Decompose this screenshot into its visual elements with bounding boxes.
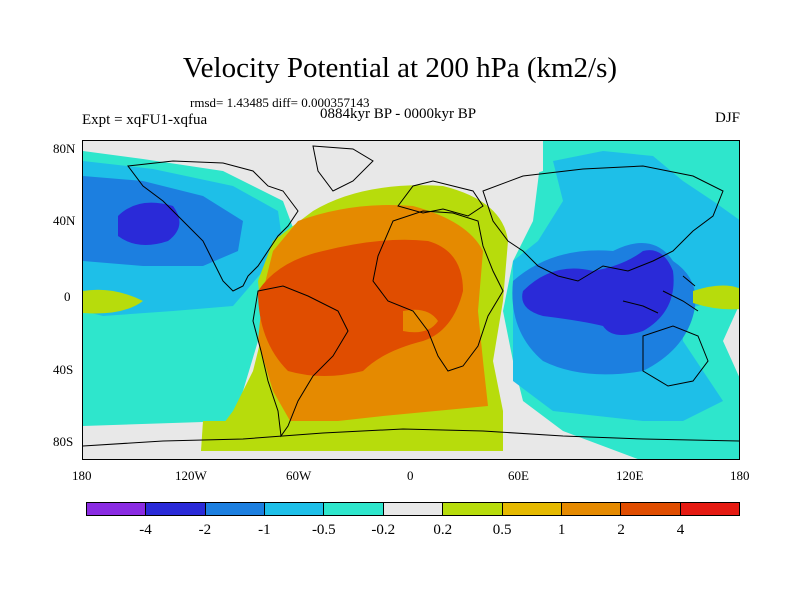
experiment-label: Expt = xqFU1-xqfua — [82, 112, 208, 128]
coastline-australia — [642, 325, 709, 387]
x-label-120w: 120W — [175, 468, 207, 483]
pacific-east-yellow — [693, 285, 739, 310]
coastline-greenland — [312, 145, 374, 192]
atlantic-red-orange — [258, 239, 463, 376]
y-label-40s: 40S — [53, 362, 74, 377]
colorbar-box — [205, 503, 266, 515]
x-label-180-right: 180 — [730, 468, 750, 483]
y-label-80n: 80N — [53, 141, 76, 156]
y-label-80s: 80S — [53, 434, 74, 449]
colorbar-box — [87, 503, 147, 515]
y-label-40n: 40N — [53, 213, 76, 228]
coastline-north-america — [127, 160, 299, 292]
period-label: 0884kyr BP - 0000kyr BP — [320, 106, 477, 122]
colorbar-label: -4 — [139, 522, 152, 538]
x-label-180-left: 180 — [72, 468, 92, 483]
colorbar-box — [502, 503, 562, 515]
coastline-islands — [622, 275, 699, 314]
colorbar — [86, 502, 740, 516]
colorbar-label: 4 — [676, 522, 685, 538]
arctic-grey — [283, 141, 543, 181]
stats-text: rmsd= 1.43485 diff= 0.000357143 — [190, 95, 370, 110]
x-label-60w: 60W — [286, 468, 312, 483]
colorbar-box — [265, 503, 325, 515]
colorbar-label: 0.2 — [433, 522, 453, 538]
coastline-asia — [482, 165, 724, 282]
colorbar-box — [680, 503, 739, 515]
coastline-antarctica — [83, 428, 739, 447]
colorbar-box — [443, 503, 503, 515]
season-label: DJF — [714, 110, 740, 126]
velocity-potential-map — [83, 141, 739, 459]
colorbar-label: -1 — [258, 522, 271, 538]
coastline-south-america — [252, 285, 349, 438]
colorbar-label: -0.2 — [371, 522, 396, 538]
x-label-120e: 120E — [616, 468, 644, 483]
colorbar-label: 0.5 — [492, 522, 512, 538]
colorbar-box — [324, 503, 384, 515]
indian-darkblue — [522, 250, 674, 335]
colorbar-box — [146, 503, 206, 515]
atlantic-south-yellow-edge — [201, 421, 503, 451]
pacific-cyan-lower — [83, 331, 233, 391]
colorbar-box — [621, 503, 681, 515]
colorbar-box — [383, 503, 444, 515]
coastline-europe — [397, 180, 484, 217]
x-label-0: 0 — [407, 468, 414, 483]
coastline-africa — [372, 210, 504, 372]
y-label-0: 0 — [64, 289, 71, 304]
colorbar-label: 1 — [557, 522, 566, 538]
colorbar-label: -2 — [198, 522, 212, 538]
colorbar-box — [561, 503, 622, 515]
coastlines — [83, 145, 739, 447]
colorbar-label: 2 — [617, 522, 625, 538]
pacific-yellow-strip — [83, 289, 143, 314]
pacific-west-darkblue — [118, 202, 180, 245]
map-panel — [82, 140, 740, 460]
map-title: Velocity Potential at 200 hPa (km2/s) — [182, 52, 618, 84]
x-label-60e: 60E — [508, 468, 529, 483]
colorbar-label: -0.5 — [311, 522, 336, 538]
